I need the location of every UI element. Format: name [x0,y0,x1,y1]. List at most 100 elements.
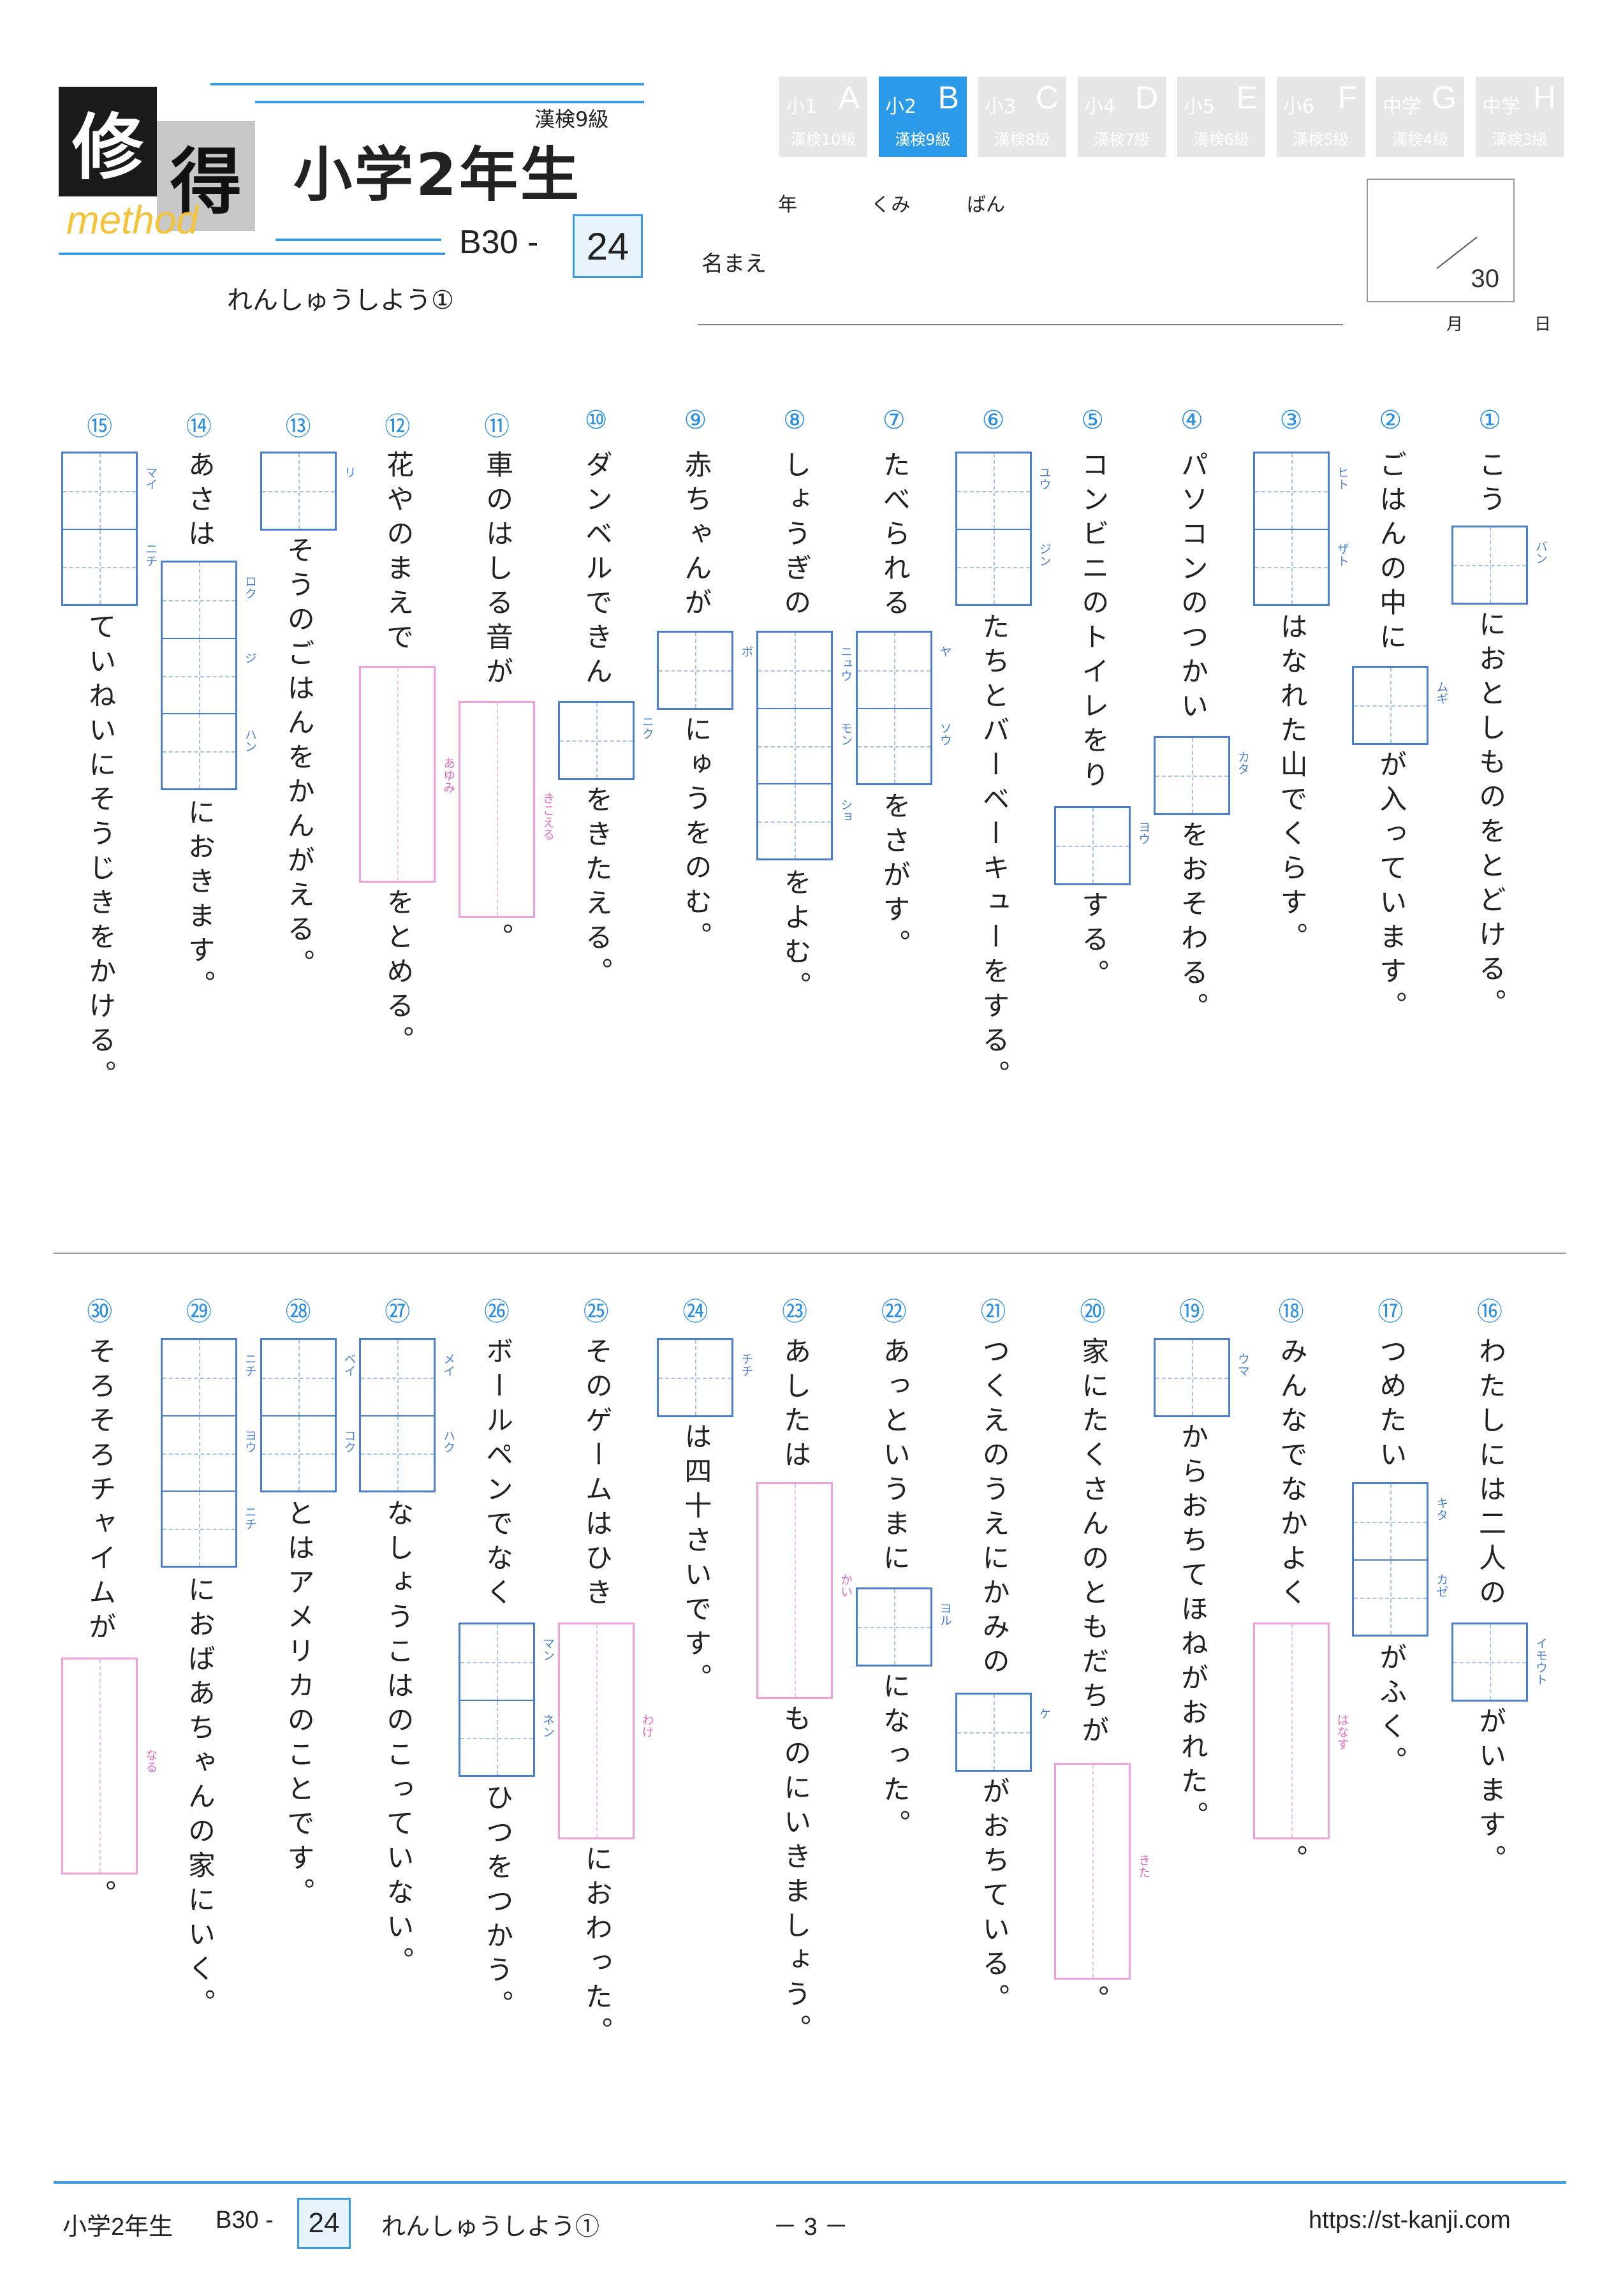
kanji-cell[interactable] [857,708,930,783]
header-rule-bottom-2 [275,239,441,241]
kanji-cell[interactable] [1354,1559,1427,1635]
kanji-answer-box[interactable]: イモウト [1451,1623,1548,1702]
grade-tab-a[interactable]: 小1 A 漢検10級 [779,77,867,157]
kanji-answer-box[interactable]: カタ [1153,736,1250,815]
kanji-answer-box[interactable]: ヨル [855,1587,952,1667]
kanji-answer-box[interactable]: ニチ ヨウ ニチ [160,1338,257,1568]
grade-tab-grade: 中学 [1383,96,1421,118]
kanji-answer-box[interactable]: ユウ ジン [955,452,1052,606]
kanji-answer-box[interactable]: ムギ [1352,666,1448,745]
question-text: わたしには二人の [1474,1337,1506,1612]
kanji-cell[interactable] [1056,808,1129,883]
kanji-cell[interactable] [1155,1340,1228,1415]
kanji-cell[interactable] [162,1490,235,1566]
kanji-cell[interactable] [162,638,235,713]
kanji-cell[interactable] [559,703,633,778]
kanji-cell[interactable] [63,529,136,604]
grade-tab-letter: A [838,80,860,115]
kanji-answer-box[interactable]: マイ ニチ [61,452,158,606]
kanji-cell[interactable] [261,453,335,529]
kanji-answer-box[interactable]: ウマ [1153,1338,1250,1417]
grade-tab-level: 漢検5級 [1293,131,1349,149]
kanji-cell[interactable] [758,708,832,783]
year-label: 年 [778,194,797,216]
kanji-answer-box[interactable]: チチ [657,1338,753,1417]
hiragana-answer-box[interactable]: きこえる [459,701,555,918]
score-box[interactable]: 30 [1367,179,1515,302]
site-url[interactable]: https://st-kanji.com [1309,2207,1511,2233]
grade-tab-g[interactable]: 中学 G 漢検4級 [1376,77,1464,157]
kanji-answer-box[interactable]: ロクジハン [160,561,257,790]
grade-tab-f[interactable]: 小6 F 漢検5級 [1277,77,1365,157]
kanji-answer-box[interactable]: マン ネン [459,1623,555,1777]
kanji-cell[interactable] [162,1415,235,1490]
kanji-cell[interactable] [857,1589,930,1665]
katakana-reading: ジン [1037,543,1052,567]
hiragana-answer-box[interactable]: はなす [1252,1623,1349,1839]
kanji-answer-box[interactable]: ヨウ [1054,806,1150,885]
kanji-cell[interactable] [1354,1484,1427,1559]
grade-tab-h[interactable]: 中学 H 漢検3級 [1476,77,1564,157]
hiragana-answer-box[interactable]: わけ [557,1623,654,1839]
grade-tab-b[interactable]: 小2 B 漢検9級 [879,77,967,157]
kanji-cell[interactable] [857,633,930,708]
kanji-answer-box[interactable]: ボ [657,631,753,710]
kanji-answer-box[interactable]: ケ [955,1693,1052,1772]
katakana-reading: ニチ [242,1353,257,1377]
kanji-cell[interactable] [659,1340,732,1415]
kanji-cell[interactable] [361,1340,434,1415]
kanji-cell[interactable] [361,1415,434,1490]
question-text: たべられる [878,450,911,622]
question-text: におきます。 [183,798,216,1004]
katakana-reading: ザト [1335,543,1349,567]
question-text: 車のはしる音が [481,450,513,691]
kanji-cell[interactable] [162,713,235,788]
footer-code: B30 - [216,2207,274,2233]
hiragana-answer-box[interactable]: きた [1054,1763,1150,1980]
header-rule-top-2 [255,101,644,103]
kanji-cell[interactable] [957,1695,1030,1770]
kanji-answer-box[interactable]: ヤソウ [855,631,952,785]
hiragana-answer-box[interactable]: なる [61,1658,158,1874]
kanji-cell[interactable] [758,633,832,708]
kanji-cell[interactable] [659,633,732,708]
kanji-answer-box[interactable]: メイ ハク [359,1338,455,1492]
question-text: する。 [1076,890,1109,994]
kanji-cell[interactable] [162,563,235,638]
kanji-cell[interactable] [1453,527,1526,603]
logo-char-2: 得 [157,121,255,231]
question-text: をきたえる。 [580,785,613,992]
question-number: ⑰ [1377,1297,1404,1327]
question-number: ㉗ [385,1297,411,1327]
hiragana-answer-box[interactable]: かい [756,1482,853,1699]
kanji-cell[interactable] [460,1624,533,1700]
kanji-cell[interactable] [63,453,136,529]
hiragana-answer-box[interactable]: あゆみ [359,666,455,883]
kanji-answer-box[interactable]: ニク [557,701,654,780]
kanji-cell[interactable] [261,1415,335,1490]
katakana-reading: コク [342,1429,356,1453]
kanji-cell[interactable] [1354,668,1427,743]
kanji-cell[interactable] [1254,453,1328,529]
kanji-cell[interactable] [162,1340,235,1415]
kanji-answer-box[interactable]: バン [1451,526,1548,605]
katakana-reading: ネン [541,1714,555,1738]
question-text: ひつをつかう。 [481,1783,513,2024]
kanji-cell[interactable] [1254,529,1328,604]
grade-tab-d[interactable]: 小4 D 漢検7級 [1078,77,1166,157]
kanji-answer-box[interactable]: キタ カゼ [1352,1482,1448,1637]
kanji-cell[interactable] [957,453,1030,529]
kanji-cell[interactable] [758,783,832,858]
kanji-answer-box[interactable]: ヒト ザト [1252,452,1349,606]
kanji-cell[interactable] [460,1700,533,1775]
kanji-cell[interactable] [957,529,1030,604]
kanji-cell[interactable] [261,1340,335,1415]
kanji-answer-box[interactable]: ベイ コク [260,1338,356,1492]
kanji-answer-box[interactable]: リ [260,452,356,531]
name-line[interactable] [698,324,1343,325]
kanji-cell[interactable] [1453,1624,1526,1700]
grade-tab-c[interactable]: 小3 C 漢検8級 [978,77,1066,157]
grade-tab-e[interactable]: 小5 E 漢検6級 [1177,77,1265,157]
kanji-answer-box[interactable]: ニュウ モン ショ [756,631,853,860]
kanji-cell[interactable] [1155,738,1228,813]
